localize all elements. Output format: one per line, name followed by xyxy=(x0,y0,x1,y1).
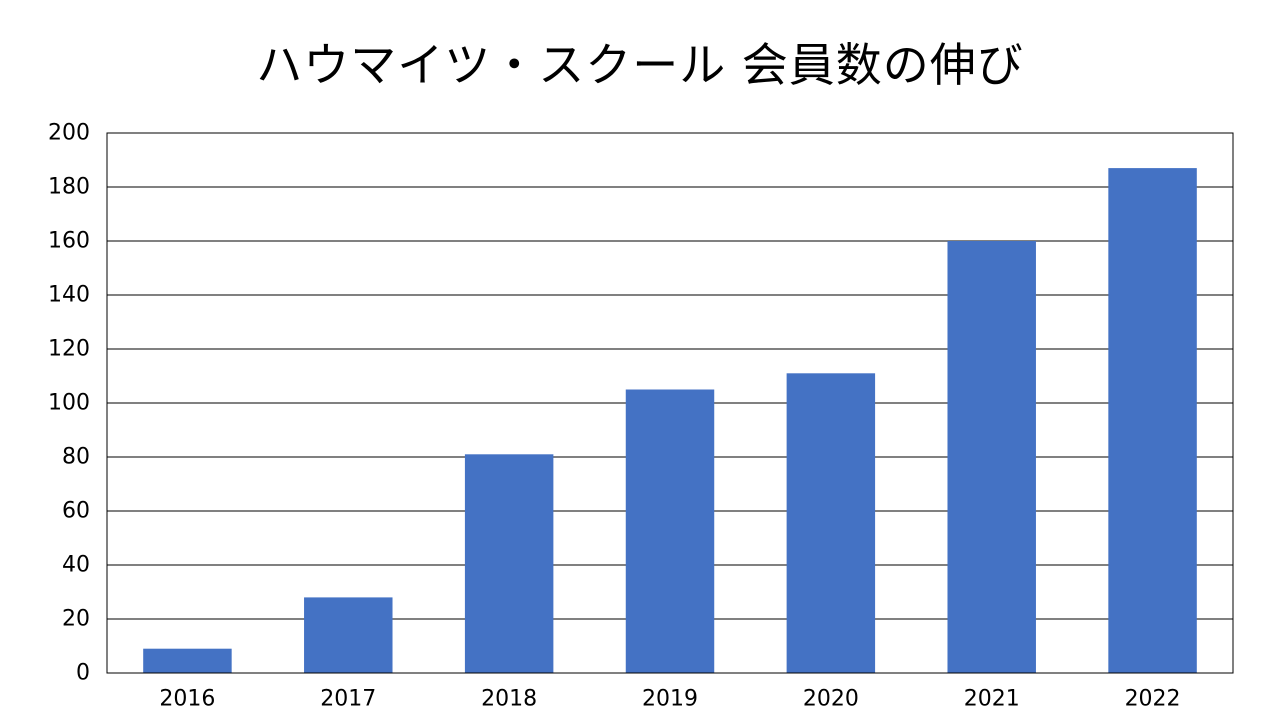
bar-2018 xyxy=(464,454,554,673)
x-tick-label: 2017 xyxy=(320,687,376,712)
y-tick-label: 0 xyxy=(76,661,90,686)
plot-frame xyxy=(106,132,1234,674)
y-tick-label: 120 xyxy=(48,337,90,362)
x-tick-label: 2018 xyxy=(481,687,537,712)
x-tick-label: 2020 xyxy=(803,687,859,712)
y-tick-label: 60 xyxy=(62,499,90,524)
bar-2022 xyxy=(1108,168,1197,673)
x-tick-label: 2021 xyxy=(964,687,1020,712)
bar-2016 xyxy=(143,648,232,673)
bars xyxy=(143,168,1197,673)
bar-2020 xyxy=(786,373,876,673)
y-tick-label: 200 xyxy=(48,121,90,146)
bar-2019 xyxy=(625,389,715,673)
y-tick-label: 180 xyxy=(48,175,90,200)
y-axis-ticks: 0 20 40 60 80 100 120 140 160 180 200 xyxy=(48,121,90,686)
x-tick-label: 2016 xyxy=(159,687,215,712)
bar-2021 xyxy=(947,241,1036,673)
chart-title: ハウマイツ・スクール 会員数の伸び xyxy=(256,38,1024,92)
y-tick-label: 80 xyxy=(62,445,90,470)
bar-2017 xyxy=(304,597,393,673)
x-tick-label: 2022 xyxy=(1125,687,1181,712)
y-tick-label: 140 xyxy=(48,283,90,308)
x-axis-ticks: 2016 2017 2018 2019 2020 2021 2022 xyxy=(159,687,1180,712)
y-tick-label: 160 xyxy=(48,229,90,254)
y-tick-label: 20 xyxy=(62,607,90,632)
y-tick-label: 40 xyxy=(62,553,90,578)
x-tick-label: 2019 xyxy=(642,687,698,712)
y-tick-label: 100 xyxy=(48,391,90,416)
